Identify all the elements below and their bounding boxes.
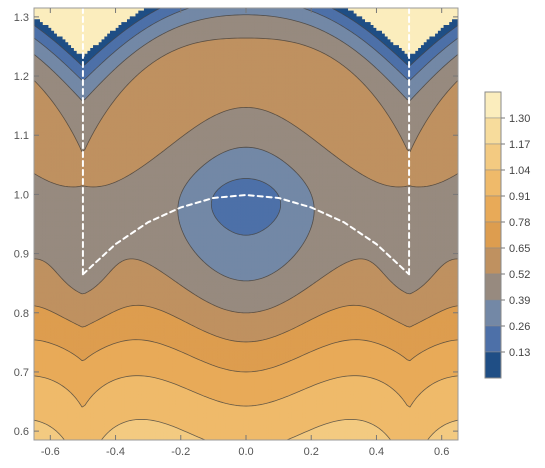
legend-swatch: [484, 91, 502, 119]
x-tick-label: -0.2: [171, 446, 190, 458]
legend-swatch: [484, 143, 502, 171]
y-tick-label: 1.0: [14, 189, 29, 201]
color-legend: 1.30 1.17 1.04 0.91 0.78 0.65 0.52 0.39 0.26 0.13: [484, 91, 530, 379]
legend-label: 0.13: [509, 347, 530, 359]
legend-swatch: [484, 351, 502, 379]
contour-line: [34, 418, 458, 440]
x-tick-label: 0.4: [369, 446, 384, 458]
legend-label: 0.78: [509, 217, 530, 229]
contour-line: [34, 304, 458, 343]
contour-line: [34, 339, 458, 373]
contour-band: [34, 375, 458, 440]
dashed-path-layer: [81, 8, 411, 276]
y-tick-label: 0.9: [14, 249, 29, 261]
x-tick-label: 0.0: [238, 446, 253, 458]
y-tick-label: 0.6: [14, 426, 29, 438]
legend-swatch: [484, 221, 502, 249]
y-tick-label: 1.3: [14, 12, 29, 24]
y-tick-label: 1.2: [14, 71, 29, 83]
legend-swatch: [484, 299, 502, 327]
legend-swatch: [484, 325, 502, 353]
x-tick-label: -0.4: [106, 446, 125, 458]
y-tick-label: 0.8: [14, 308, 29, 320]
legend-frame: [484, 91, 502, 379]
legend-label: 0.91: [509, 191, 530, 203]
x-tick-label: 0.2: [304, 446, 319, 458]
legend-label: 1.30: [509, 113, 530, 125]
plot-frame: [33, 7, 459, 441]
x-axis: -0.6 -0.4 -0.2 0.0 0.2 0.4 0.6: [41, 8, 449, 458]
legend-swatch: [484, 247, 502, 275]
legend-label: 0.39: [509, 295, 530, 307]
contour-line: [34, 375, 458, 408]
legend-label: 0.52: [509, 269, 530, 281]
legend-swatch: [484, 169, 502, 197]
legend-swatch: [484, 117, 502, 145]
contour-line: [34, 37, 458, 314]
y-axis: 0.6 0.7 0.8 0.9 1.0 1.1 1.2 1.3: [14, 12, 458, 438]
contour-line: [34, 8, 458, 236]
contour-fill-layer: [34, 8, 458, 440]
legend-label: 0.26: [509, 321, 530, 333]
legend-label: 1.04: [509, 165, 530, 177]
dashed-path: [81, 194, 411, 276]
legend-label: 1.17: [509, 139, 530, 151]
y-tick-label: 1.1: [14, 130, 29, 142]
x-tick-label: -0.6: [41, 446, 60, 458]
legend-swatch: [484, 273, 502, 301]
legend-label: 0.65: [509, 243, 530, 255]
legend-swatch: [484, 195, 502, 223]
x-tick-label: 0.6: [434, 446, 449, 458]
y-tick-label: 0.7: [14, 367, 29, 379]
